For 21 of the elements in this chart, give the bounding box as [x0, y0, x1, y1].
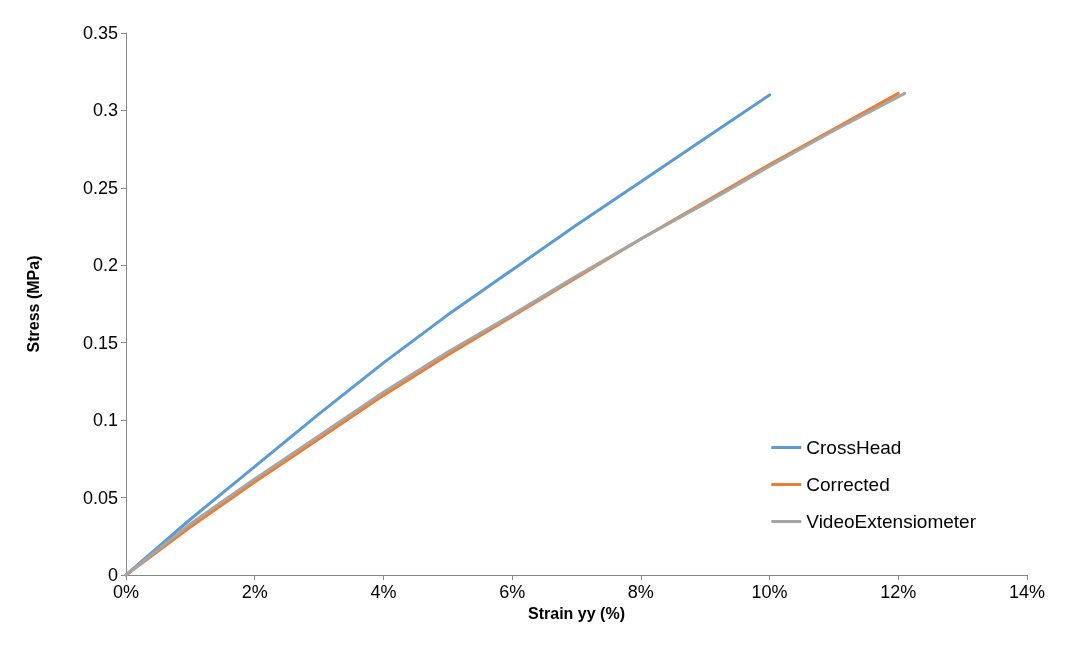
y-tick-label: 0.25	[82, 177, 118, 198]
legend-label: CrossHead	[806, 437, 902, 458]
legend-label: VideoExtensiometer	[806, 511, 977, 532]
x-tick-label: 6%	[499, 582, 526, 602]
x-tick-label: 8%	[627, 582, 654, 602]
y-tick-label: 0.35	[82, 23, 118, 43]
y-tick-label: 0.15	[82, 332, 118, 353]
x-tick-label: 10%	[751, 582, 788, 602]
y-axis-title: Stress (MPa)	[24, 255, 42, 353]
y-tick-label: 0.3	[92, 100, 118, 121]
x-tick-label: 2%	[241, 582, 268, 602]
x-tick-label: 4%	[370, 582, 397, 602]
x-tick-label: 14%	[1008, 582, 1046, 602]
x-axis-title: Strain yy (%)	[528, 605, 625, 623]
x-tick-label: 0%	[112, 582, 140, 602]
legend-label: Corrected	[806, 474, 890, 495]
x-tick-label: 12%	[880, 582, 917, 602]
y-tick-label: 0.1	[92, 410, 118, 431]
y-tick-label: 0	[107, 565, 118, 585]
y-tick-label: 0.2	[92, 255, 118, 276]
y-tick-label: 0.05	[82, 487, 118, 508]
